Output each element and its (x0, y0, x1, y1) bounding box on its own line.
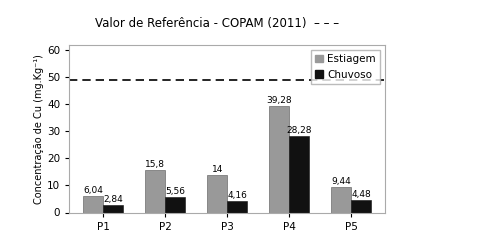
Bar (351, 200, 371, 212)
Text: 14: 14 (211, 164, 223, 173)
Bar (83, 196, 103, 212)
Text: 9,44: 9,44 (331, 177, 351, 186)
Text: 5,56: 5,56 (165, 188, 185, 196)
Text: 6,04: 6,04 (83, 186, 103, 195)
Bar (145, 170, 165, 212)
Text: 4,48: 4,48 (351, 190, 371, 199)
Bar (331, 187, 351, 212)
Text: 4,16: 4,16 (227, 191, 247, 200)
Text: 2,84: 2,84 (103, 195, 123, 204)
Text: 15,8: 15,8 (145, 160, 165, 169)
Bar (289, 136, 309, 212)
Text: 39,28: 39,28 (266, 96, 292, 105)
Text: Valor de Referência - COPAM (2011)  – – –: Valor de Referência - COPAM (2011) – – – (95, 18, 339, 30)
Legend: Estiagem, Chuvoso: Estiagem, Chuvoso (311, 50, 380, 84)
Bar (227, 201, 247, 212)
Text: 28,28: 28,28 (287, 126, 312, 135)
Bar (269, 106, 289, 212)
Bar (103, 205, 123, 212)
Y-axis label: Concentração de Cu (mg.Kg⁻¹): Concentração de Cu (mg.Kg⁻¹) (34, 54, 44, 204)
Bar (207, 175, 227, 212)
Bar (165, 198, 185, 212)
